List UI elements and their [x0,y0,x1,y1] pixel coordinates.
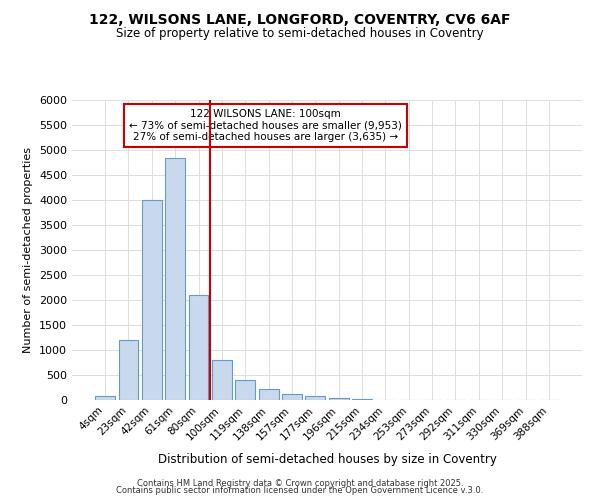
Bar [165,158,185,400]
Text: Contains public sector information licensed under the Open Government Licence v.: Contains public sector information licen… [116,486,484,495]
Bar [329,398,349,400]
Bar [188,295,208,400]
Text: Size of property relative to semi-detached houses in Coventry: Size of property relative to semi-detach… [116,28,484,40]
Text: 122, WILSONS LANE, LONGFORD, COVENTRY, CV6 6AF: 122, WILSONS LANE, LONGFORD, COVENTRY, C… [89,12,511,26]
Y-axis label: Number of semi-detached properties: Number of semi-detached properties [23,147,34,353]
Bar [235,380,255,400]
Bar [142,200,162,400]
X-axis label: Distribution of semi-detached houses by size in Coventry: Distribution of semi-detached houses by … [158,453,496,466]
Bar [259,389,278,400]
Text: Contains HM Land Registry data © Crown copyright and database right 2025.: Contains HM Land Registry data © Crown c… [137,478,463,488]
Bar [282,394,302,400]
Text: 122 WILSONS LANE: 100sqm
← 73% of semi-detached houses are smaller (9,953)
27% o: 122 WILSONS LANE: 100sqm ← 73% of semi-d… [130,109,402,142]
Bar [352,398,372,400]
Bar [119,340,139,400]
Bar [212,360,232,400]
Bar [95,396,115,400]
Bar [305,396,325,400]
